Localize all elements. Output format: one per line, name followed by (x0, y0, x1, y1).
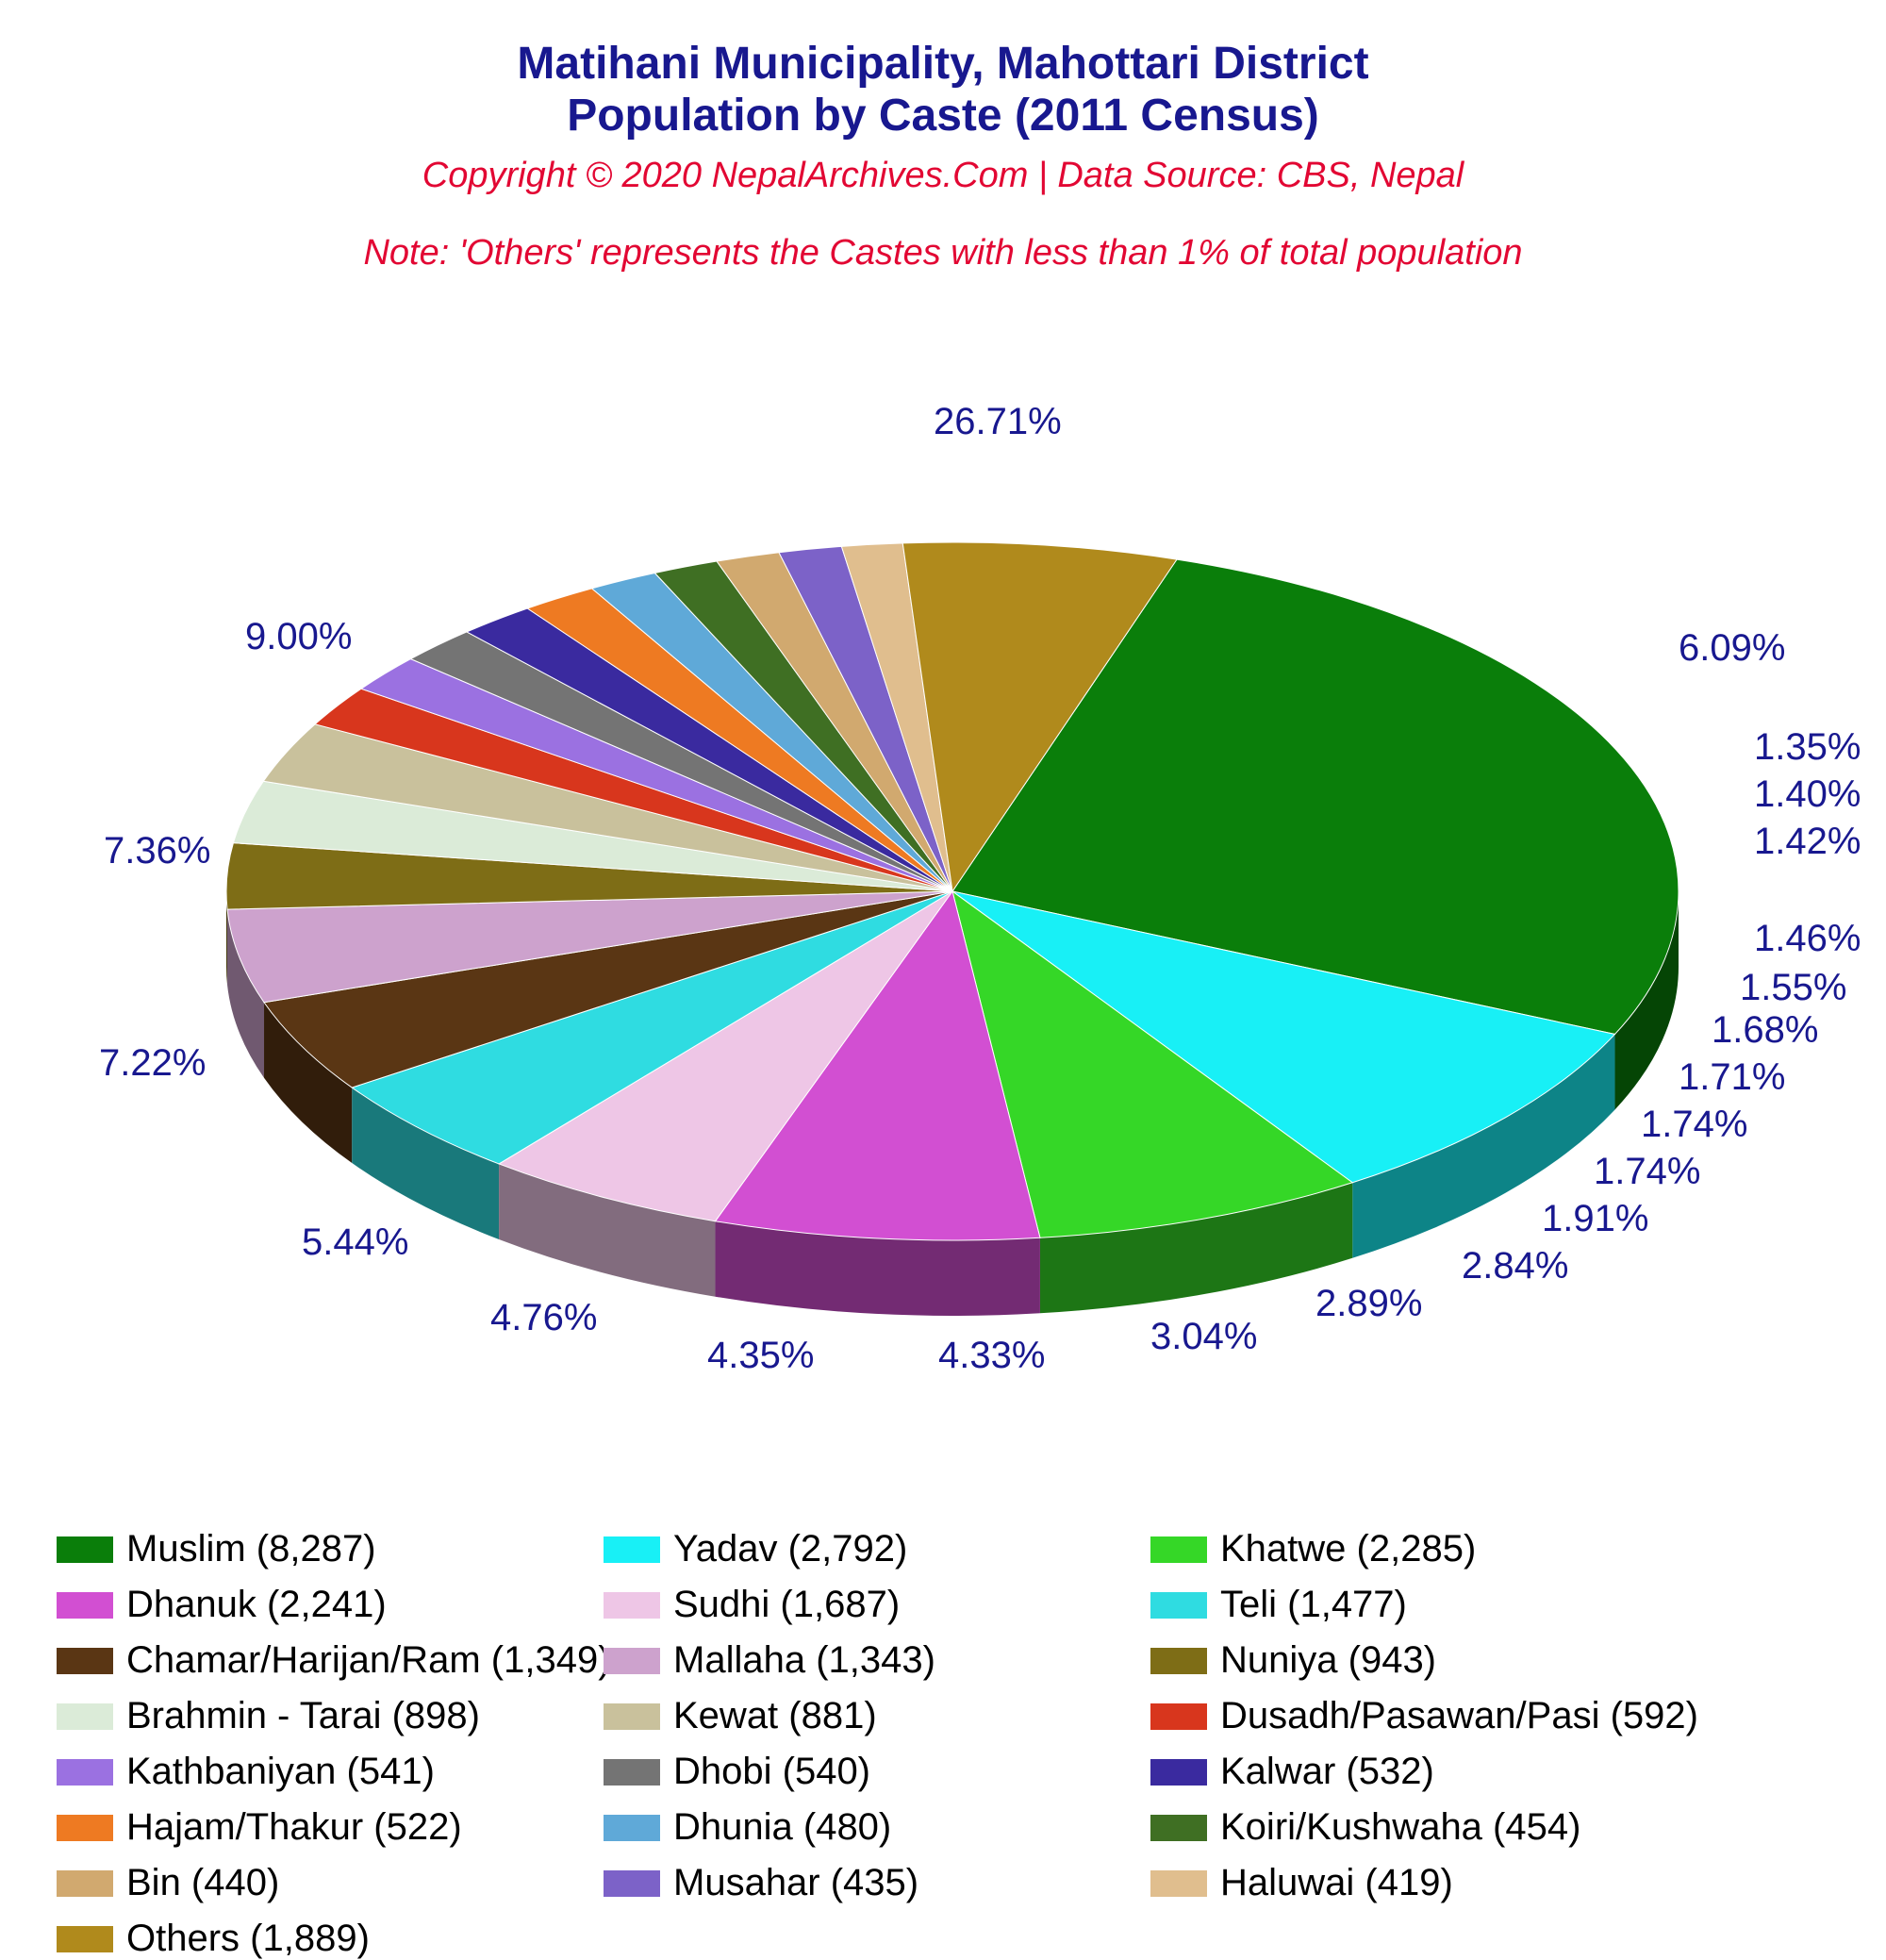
title-block: Matihani Municipality, Mahottari Distric… (47, 38, 1839, 278)
percent-label: 9.00% (245, 616, 352, 658)
legend-item: Hajam/Thakur (522) (57, 1806, 585, 1849)
legend-label: Hajam/Thakur (522) (126, 1806, 462, 1849)
legend-label: Teli (1,477) (1220, 1584, 1407, 1626)
legend-label: Dhanuk (2,241) (126, 1584, 387, 1626)
legend: Muslim (8,287) Yadav (2,792) Khatwe (2,285… (57, 1528, 1829, 1960)
legend-label: Mallaha (1,343) (673, 1639, 935, 1682)
legend-swatch (604, 1815, 660, 1841)
percent-label: 1.46% (1754, 918, 1861, 960)
legend-swatch (1150, 1536, 1207, 1563)
legend-item: Kathbaniyan (541) (57, 1751, 585, 1793)
legend-swatch (604, 1870, 660, 1897)
percent-label: 1.42% (1754, 821, 1861, 863)
legend-item: Others (1,889) (57, 1918, 585, 1960)
legend-swatch (1150, 1815, 1207, 1841)
percent-label: 1.55% (1740, 967, 1846, 1009)
legend-swatch (604, 1648, 660, 1674)
legend-label: Kewat (881) (673, 1695, 877, 1737)
percent-label: 4.35% (707, 1335, 814, 1377)
percent-label: 2.89% (1315, 1283, 1422, 1325)
legend-item: Kewat (881) (604, 1695, 1132, 1737)
percent-label: 7.36% (104, 830, 210, 872)
percent-label: 6.09% (1679, 627, 1785, 670)
percent-label: 1.68% (1712, 1009, 1818, 1052)
percent-label: 5.44% (302, 1221, 408, 1264)
note: Note: 'Others' represents the Castes wit… (47, 228, 1839, 278)
legend-item: Chamar/Harijan/Ram (1,349) (57, 1639, 585, 1682)
legend-item: Khatwe (2,285) (1150, 1528, 1811, 1570)
legend-item: Dhobi (540) (604, 1751, 1132, 1793)
legend-swatch (604, 1536, 660, 1563)
percent-label: 1.74% (1594, 1151, 1700, 1193)
legend-item: Dhunia (480) (604, 1806, 1132, 1849)
legend-swatch (604, 1592, 660, 1619)
legend-label: Koiri/Kushwaha (454) (1220, 1806, 1580, 1849)
percent-label: 2.84% (1462, 1245, 1568, 1287)
percent-label: 1.74% (1641, 1104, 1747, 1146)
legend-label: Sudhi (1,687) (673, 1584, 900, 1626)
pie-chart-area: 26.71% 9.00% 7.36% 7.22% 5.44% 4.76% 4.35% 4.33… (47, 344, 1839, 1382)
percent-label: 1.35% (1754, 726, 1861, 769)
percent-label: 7.22% (99, 1042, 206, 1085)
legend-label: Kalwar (532) (1220, 1751, 1434, 1793)
legend-label: Bin (440) (126, 1862, 279, 1904)
legend-swatch (57, 1759, 113, 1786)
legend-swatch (57, 1815, 113, 1841)
title-line-2: Population by Caste (2011 Census) (47, 90, 1839, 141)
legend-swatch (1150, 1648, 1207, 1674)
legend-item: Bin (440) (57, 1862, 585, 1904)
legend-label: Brahmin - Tarai (898) (126, 1695, 480, 1737)
legend-label: Dhunia (480) (673, 1806, 891, 1849)
legend-label: Nuniya (943) (1220, 1639, 1436, 1682)
legend-item: Sudhi (1,687) (604, 1584, 1132, 1626)
legend-item: Dusadh/Pasawan/Pasi (592) (1150, 1695, 1811, 1737)
legend-label: Muslim (8,287) (126, 1528, 376, 1570)
legend-item: Haluwai (419) (1150, 1862, 1811, 1904)
percent-label: 3.04% (1150, 1316, 1257, 1358)
legend-item: Brahmin - Tarai (898) (57, 1695, 585, 1737)
percent-label: 26.71% (934, 401, 1062, 443)
legend-swatch (1150, 1870, 1207, 1897)
percent-label: 1.40% (1754, 773, 1861, 816)
legend-swatch (57, 1926, 113, 1952)
legend-item: Mallaha (1,343) (604, 1639, 1132, 1682)
percent-label: 4.33% (938, 1335, 1045, 1377)
percent-label: 1.71% (1679, 1056, 1785, 1099)
legend-swatch (57, 1870, 113, 1897)
percent-label: 4.76% (490, 1297, 597, 1339)
legend-swatch (604, 1703, 660, 1730)
pie-top (226, 542, 1679, 1240)
legend-swatch (1150, 1703, 1207, 1730)
legend-swatch (57, 1703, 113, 1730)
legend-label: Khatwe (2,285) (1220, 1528, 1476, 1570)
legend-swatch (1150, 1759, 1207, 1786)
legend-item: Teli (1,477) (1150, 1584, 1811, 1626)
legend-label: Yadav (2,792) (673, 1528, 907, 1570)
legend-item: Muslim (8,287) (57, 1528, 585, 1570)
legend-swatch (57, 1536, 113, 1563)
legend-swatch (57, 1592, 113, 1619)
legend-label: Others (1,889) (126, 1918, 370, 1960)
legend-label: Kathbaniyan (541) (126, 1751, 435, 1793)
chart-container: Matihani Municipality, Mahottari Distric… (0, 0, 1886, 1886)
legend-swatch (1150, 1592, 1207, 1619)
subtitle: Copyright © 2020 NepalArchives.Com | Dat… (47, 151, 1839, 201)
title-line-1: Matihani Municipality, Mahottari Distric… (47, 38, 1839, 90)
legend-item: Yadav (2,792) (604, 1528, 1132, 1570)
legend-label: Dusadh/Pasawan/Pasi (592) (1220, 1695, 1698, 1737)
legend-label: Chamar/Harijan/Ram (1,349) (126, 1639, 611, 1682)
legend-item: Musahar (435) (604, 1862, 1132, 1904)
legend-item: Kalwar (532) (1150, 1751, 1811, 1793)
legend-grid: Muslim (8,287) Yadav (2,792) Khatwe (2,285… (57, 1528, 1829, 1960)
legend-label: Dhobi (540) (673, 1751, 870, 1793)
legend-label: Musahar (435) (673, 1862, 918, 1904)
legend-item: Nuniya (943) (1150, 1639, 1811, 1682)
legend-swatch (604, 1759, 660, 1786)
legend-item: Koiri/Kushwaha (454) (1150, 1806, 1811, 1849)
legend-swatch (57, 1648, 113, 1674)
percent-label: 1.91% (1542, 1198, 1648, 1240)
legend-item: Dhanuk (2,241) (57, 1584, 585, 1626)
legend-label: Haluwai (419) (1220, 1862, 1453, 1904)
